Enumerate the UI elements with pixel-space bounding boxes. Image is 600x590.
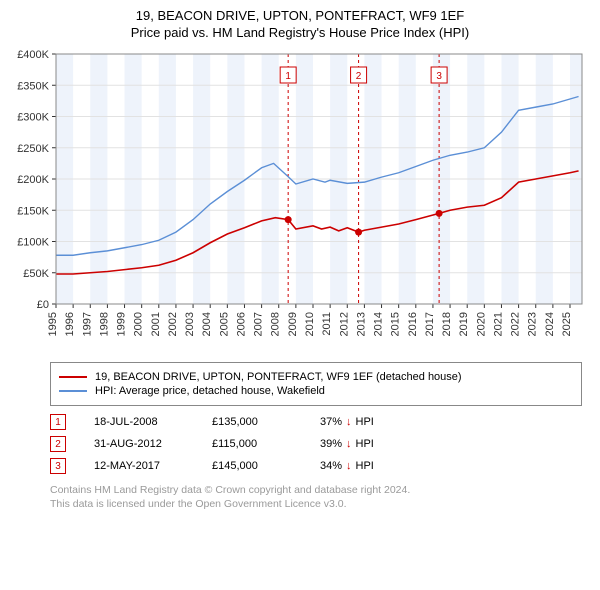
svg-text:2021: 2021 [492,312,504,336]
svg-text:1998: 1998 [98,312,110,336]
chart-container: 1 2 3 £0 £50K £100K £150K £200K £250K £300K £350K £… [8,46,592,356]
svg-text:2025: 2025 [561,312,573,336]
transaction-badge: 3 [50,458,66,474]
svg-text:£200K: £200K [17,174,49,186]
svg-text:1: 1 [285,71,291,82]
svg-text:£400K: £400K [17,49,49,61]
diff-suffix: HPI [356,416,374,428]
price-chart: 1 2 3 £0 £50K £100K £150K £200K £250K £300K £350K £… [8,46,592,356]
transaction-date: 12-MAY-2017 [94,460,184,472]
svg-text:3: 3 [436,71,442,82]
diff-suffix: HPI [356,438,374,450]
transaction-price: £135,000 [212,416,292,428]
legend-row: HPI: Average price, detached house, Wake… [59,385,573,397]
transaction-row: 1 18-JUL-2008 £135,000 37% ↓ HPI [50,414,582,430]
chart-title-block: 19, BEACON DRIVE, UPTON, PONTEFRACT, WF9… [8,8,592,40]
svg-text:£100K: £100K [17,237,49,249]
transactions-table: 1 18-JUL-2008 £135,000 37% ↓ HPI 2 31-AUG-2012 £… [50,414,582,474]
transaction-badge: 1 [50,414,66,430]
svg-text:1999: 1999 [116,312,128,336]
svg-text:2018: 2018 [441,312,453,336]
transaction-row: 2 31-AUG-2012 £115,000 39% ↓ HPI [50,436,582,452]
svg-text:2019: 2019 [458,312,470,336]
legend-swatch [59,390,87,392]
transaction-diff: 39% ↓ HPI [320,438,400,450]
svg-text:2005: 2005 [218,312,230,336]
svg-text:£50K: £50K [23,268,49,280]
svg-text:2007: 2007 [253,312,265,336]
diff-pct: 39% [320,438,342,450]
legend-label: HPI: Average price, detached house, Wake… [95,385,325,397]
down-arrow-icon: ↓ [346,460,352,472]
diff-suffix: HPI [356,460,374,472]
legend-label: 19, BEACON DRIVE, UPTON, PONTEFRACT, WF9… [95,371,462,383]
transaction-date: 18-JUL-2008 [94,416,184,428]
attribution-line-1: Contains HM Land Registry data © Crown c… [50,484,582,498]
svg-text:2006: 2006 [235,312,247,336]
legend-row: 19, BEACON DRIVE, UPTON, PONTEFRACT, WF9… [59,371,573,383]
svg-text:2020: 2020 [475,312,487,336]
svg-text:2022: 2022 [510,312,522,336]
title-line-2: Price paid vs. HM Land Registry's House … [8,25,592,40]
svg-text:2: 2 [356,71,362,82]
svg-text:1997: 1997 [81,312,93,336]
transaction-diff: 37% ↓ HPI [320,416,400,428]
svg-text:£0: £0 [37,299,49,311]
svg-text:2016: 2016 [407,312,419,336]
svg-text:2012: 2012 [338,312,350,336]
down-arrow-icon: ↓ [346,438,352,450]
legend-swatch [59,376,87,378]
svg-text:2023: 2023 [527,312,539,336]
diff-pct: 37% [320,416,342,428]
svg-text:2014: 2014 [373,312,385,336]
transaction-price: £145,000 [212,460,292,472]
svg-text:2009: 2009 [287,312,299,336]
svg-text:2000: 2000 [133,312,145,336]
svg-text:2011: 2011 [321,312,333,336]
svg-text:2001: 2001 [150,312,162,336]
svg-text:2015: 2015 [390,312,402,336]
svg-text:£350K: £350K [17,80,49,92]
svg-text:2013: 2013 [355,312,367,336]
title-line-1: 19, BEACON DRIVE, UPTON, PONTEFRACT, WF9… [8,8,592,23]
svg-text:£150K: £150K [17,205,49,217]
attribution-line-2: This data is licensed under the Open Gov… [50,498,582,512]
svg-text:1996: 1996 [64,312,76,336]
svg-text:£250K: £250K [17,143,49,155]
svg-text:£300K: £300K [17,112,49,124]
svg-text:2003: 2003 [184,312,196,336]
transaction-diff: 34% ↓ HPI [320,460,400,472]
svg-text:2010: 2010 [304,312,316,336]
svg-text:1995: 1995 [47,312,59,336]
svg-text:2004: 2004 [201,312,213,336]
transaction-badge: 2 [50,436,66,452]
diff-pct: 34% [320,460,342,472]
transaction-date: 31-AUG-2012 [94,438,184,450]
transaction-row: 3 12-MAY-2017 £145,000 34% ↓ HPI [50,458,582,474]
down-arrow-icon: ↓ [346,416,352,428]
attribution: Contains HM Land Registry data © Crown c… [50,484,582,511]
svg-text:2024: 2024 [544,312,556,336]
transaction-price: £115,000 [212,438,292,450]
legend: 19, BEACON DRIVE, UPTON, PONTEFRACT, WF9… [50,362,582,406]
svg-text:2002: 2002 [167,312,179,336]
svg-text:2008: 2008 [270,312,282,336]
svg-text:2017: 2017 [424,312,436,336]
